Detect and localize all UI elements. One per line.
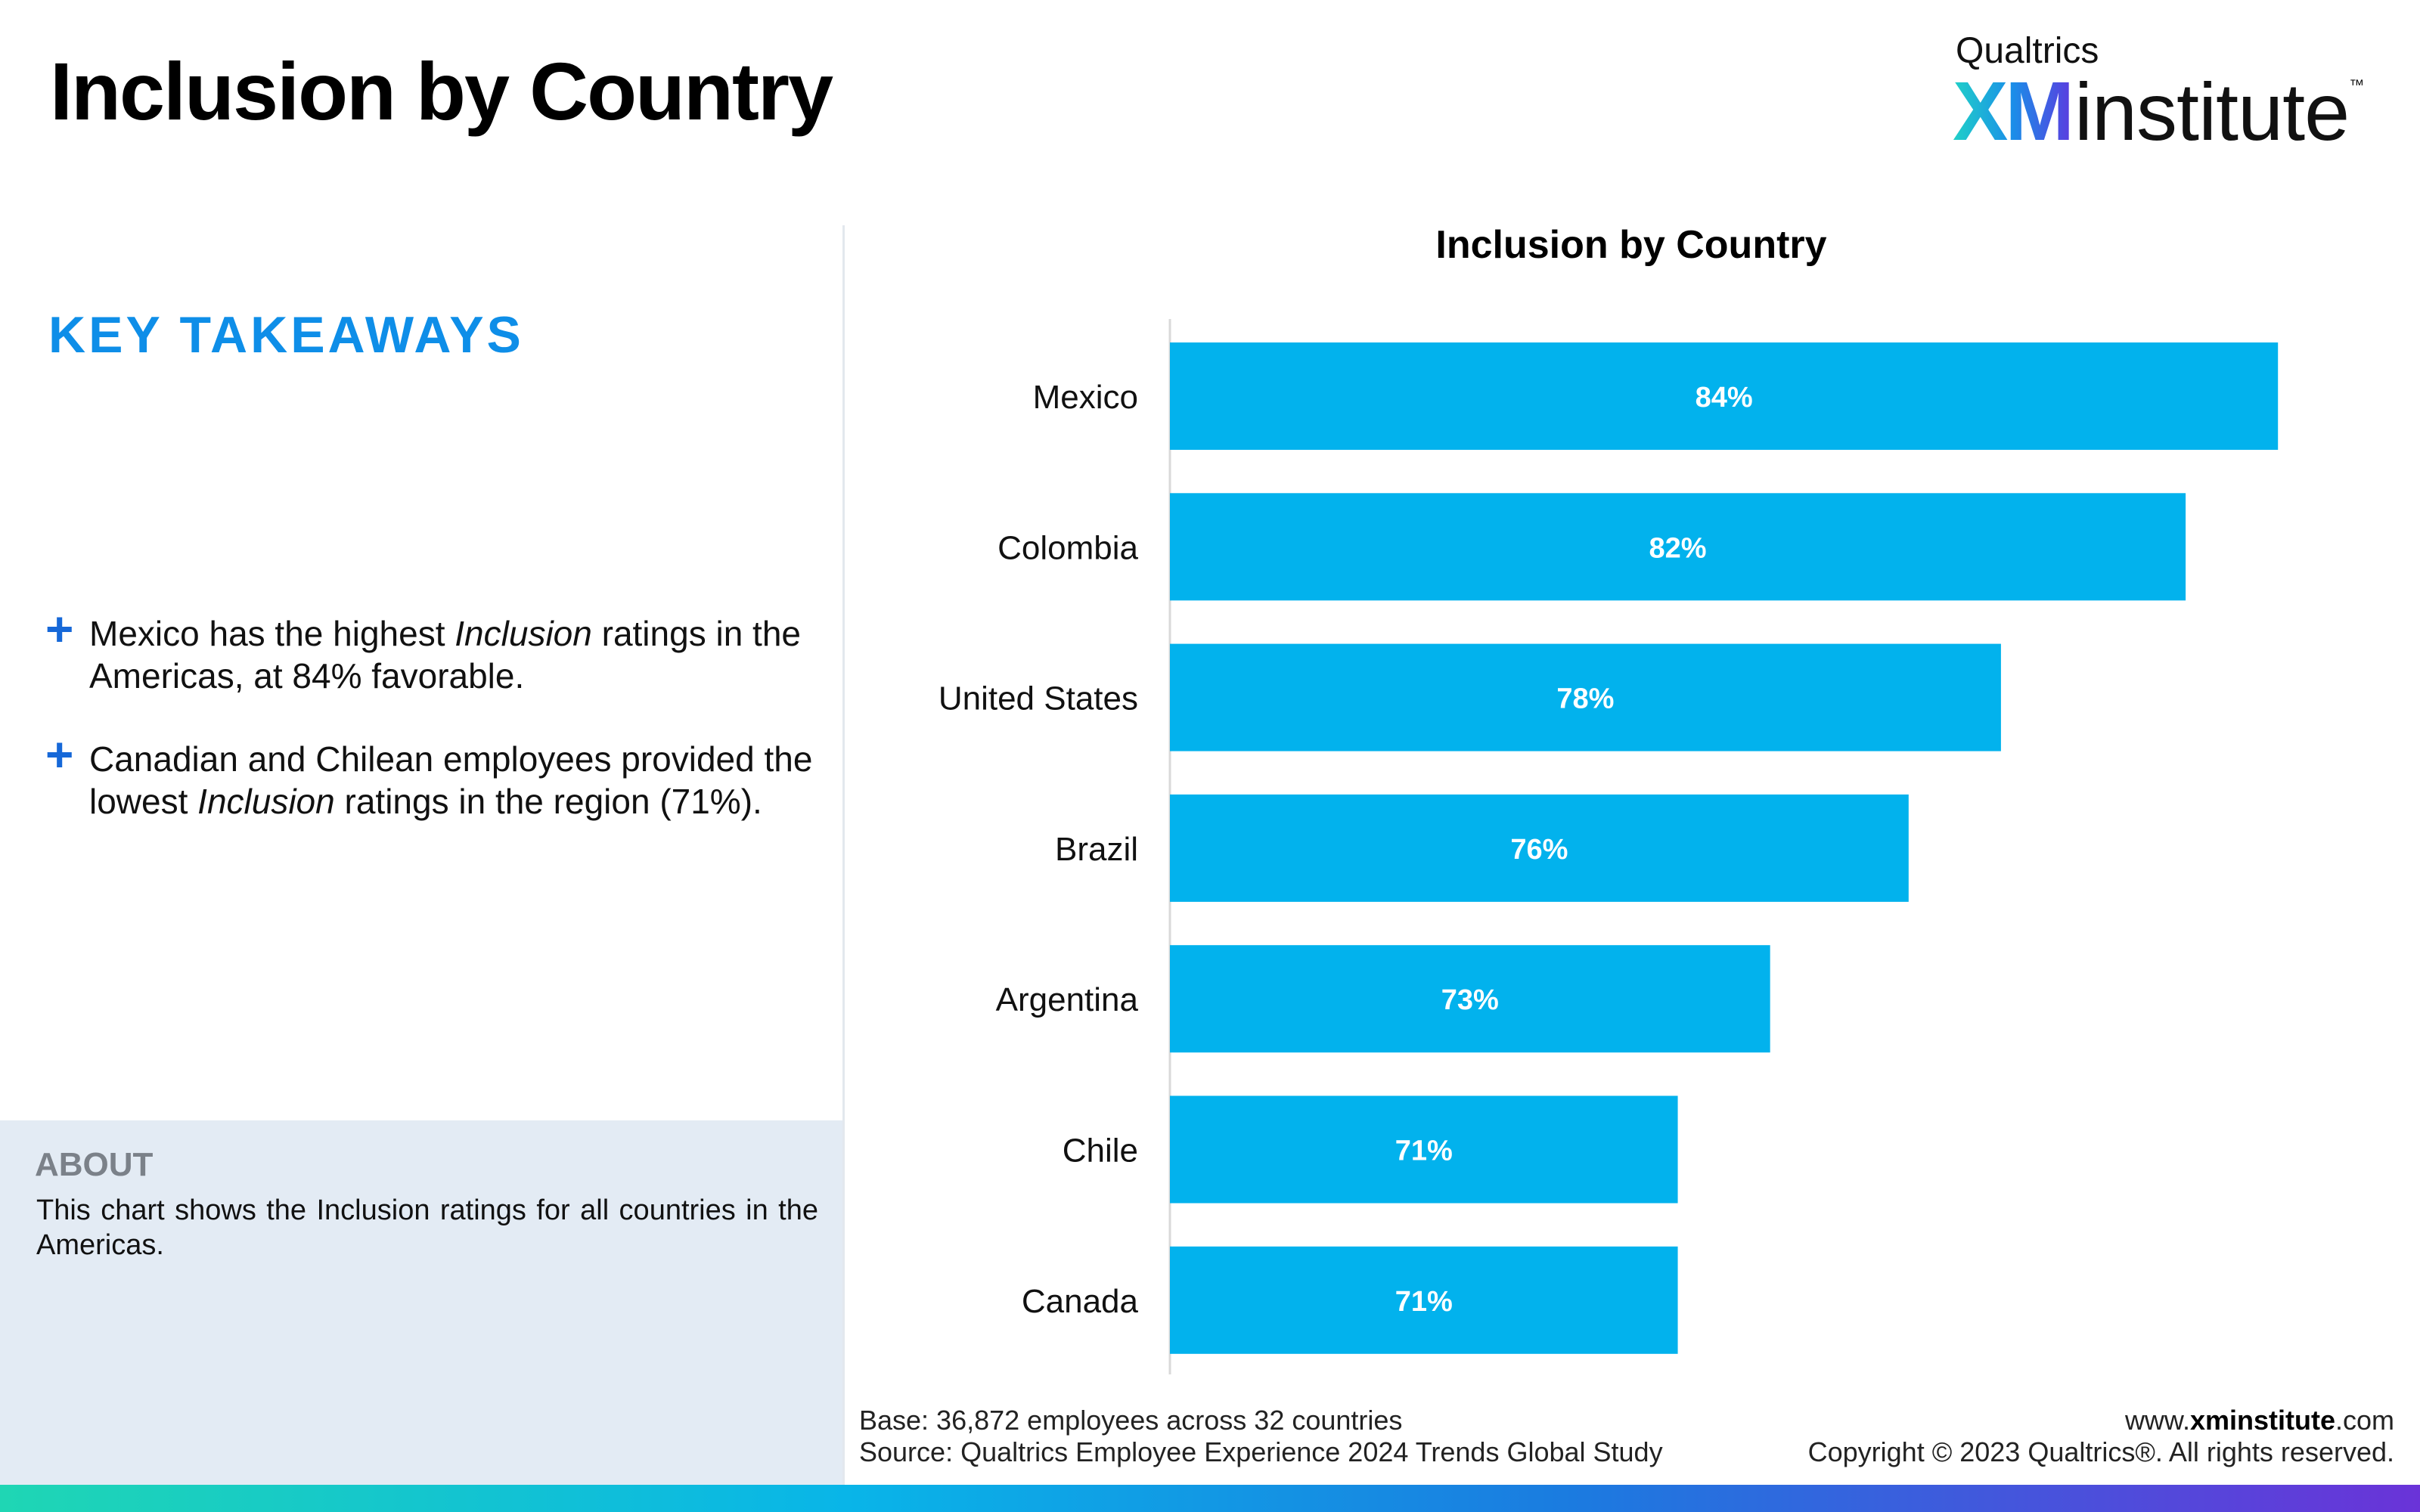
- bar-brazil: [1170, 794, 1909, 902]
- column-divider: [842, 225, 845, 1485]
- source-note: Source: Qualtrics Employee Experience 20…: [859, 1436, 1663, 1467]
- data-label: 71%: [1395, 1136, 1453, 1167]
- bar-united-states: [1170, 643, 2001, 751]
- takeaway-text-italic: Inclusion: [455, 614, 592, 653]
- takeaways-list: + Mexico has the highest Inclusion ratin…: [45, 605, 817, 863]
- bar-canada: [1170, 1246, 1678, 1354]
- bar-colombia: [1170, 493, 2186, 601]
- footer-credits: www.xminstitute.com Copyright © 2023 Qua…: [1808, 1405, 2394, 1468]
- category-label: Argentina: [996, 981, 1139, 1018]
- category-label: Canada: [1022, 1283, 1139, 1320]
- base-note: Base: 36,872 employees across 32 countri…: [859, 1405, 1403, 1436]
- takeaway-text-start: Mexico has the highest: [89, 614, 455, 653]
- data-label: 84%: [1696, 382, 1753, 414]
- about-text: This chart shows the Inclusion ratings f…: [36, 1194, 818, 1261]
- plus-icon: +: [45, 727, 74, 782]
- takeaway-item: + Canadian and Chilean employees provide…: [45, 730, 817, 823]
- logo-trademark: ™: [2349, 77, 2365, 94]
- logo-xm: XM: [1953, 65, 2074, 158]
- takeaway-text-italic: Inclusion: [197, 782, 335, 821]
- footer-notes: Base: 36,872 employees across 32 countri…: [859, 1405, 1663, 1468]
- website-link[interactable]: www.xminstitute.com: [1808, 1405, 2394, 1436]
- data-label: 82%: [1649, 532, 1707, 564]
- xm-institute-logo: Qualtrics XMinstitute™: [1953, 30, 2379, 158]
- plus-icon: +: [45, 602, 74, 656]
- logo-institute: institute: [2074, 66, 2350, 157]
- data-label: 71%: [1395, 1286, 1453, 1318]
- about-panel: ABOUT This chart shows the Inclusion rat…: [0, 1120, 842, 1485]
- page-title: Inclusion by Country: [50, 45, 833, 137]
- about-heading: ABOUT: [35, 1146, 154, 1183]
- category-label: Brazil: [1055, 831, 1138, 868]
- url-suffix: .com: [2335, 1405, 2394, 1436]
- logo-brand: Qualtrics: [1956, 31, 2099, 71]
- bar-mexico: [1170, 342, 2279, 450]
- takeaway-text-start: Canadian and Chilean employees provided …: [89, 739, 813, 821]
- logo-main: XMinstitute™: [1953, 64, 2364, 160]
- key-takeaways-heading: KEY TAKEAWAYS: [48, 306, 524, 364]
- category-label: Colombia: [997, 529, 1138, 566]
- bar-chile: [1170, 1095, 1678, 1204]
- bottom-gradient-bar: [0, 1485, 2420, 1512]
- category-label: Mexico: [1033, 379, 1138, 416]
- bar-argentina: [1170, 945, 1770, 1053]
- takeaway-item: + Mexico has the highest Inclusion ratin…: [45, 605, 817, 697]
- url-prefix: www.: [2124, 1405, 2190, 1436]
- url-domain: xminstitute: [2189, 1405, 2335, 1436]
- takeaway-text-end: ratings in the Americas, at 84% favorabl…: [89, 614, 802, 696]
- category-label: United States: [939, 680, 1138, 717]
- chart-title: Inclusion by Country: [1435, 223, 1827, 267]
- category-label: Chile: [1063, 1132, 1138, 1170]
- copyright: Copyright © 2023 Qualtrics®. All rights …: [1807, 1436, 2394, 1467]
- data-label: 78%: [1556, 683, 1614, 715]
- data-label: 76%: [1510, 834, 1568, 866]
- data-label: 73%: [1441, 984, 1499, 1016]
- takeaway-text-end: ratings in the region (71%).: [334, 782, 762, 821]
